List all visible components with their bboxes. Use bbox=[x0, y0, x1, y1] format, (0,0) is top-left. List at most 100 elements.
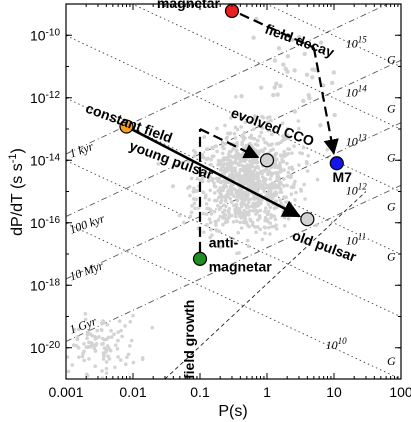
msp-point bbox=[82, 358, 87, 363]
msp-point bbox=[83, 312, 88, 316]
pulsar-point bbox=[260, 175, 265, 179]
msp-point bbox=[106, 354, 110, 358]
pulsar-point bbox=[282, 177, 286, 181]
msp-point bbox=[107, 357, 112, 361]
pulsar-point bbox=[243, 190, 248, 195]
pulsar-point bbox=[172, 163, 177, 168]
pulsar-point bbox=[292, 182, 296, 187]
msp-point bbox=[92, 346, 97, 351]
msp-point bbox=[102, 354, 106, 358]
msp-point bbox=[113, 343, 118, 347]
pulsar-point bbox=[219, 195, 223, 199]
pulsar-point bbox=[239, 204, 244, 209]
pulsar-point bbox=[235, 251, 239, 256]
pulsar-point bbox=[266, 128, 271, 133]
pulsar-point bbox=[315, 177, 320, 182]
anti-magnetar-label-2: magnetar bbox=[209, 258, 273, 274]
msp-point bbox=[101, 357, 106, 361]
y-tick-label: 10-14 bbox=[30, 152, 60, 169]
pulsar-point bbox=[209, 162, 214, 167]
msp-point bbox=[99, 328, 104, 333]
pulsar-point bbox=[170, 184, 175, 189]
pulsar-point bbox=[235, 219, 239, 223]
pulsar-point bbox=[233, 94, 238, 99]
pulsar-point bbox=[270, 132, 274, 137]
pulsar-point bbox=[250, 223, 255, 228]
y-tick-label: 10-12 bbox=[30, 89, 60, 106]
pulsar-point bbox=[250, 159, 255, 163]
pulsar-point bbox=[263, 215, 268, 220]
msp-point bbox=[76, 327, 81, 332]
pulsar-point bbox=[292, 144, 296, 148]
field-unit-label: G bbox=[387, 250, 396, 264]
pulsar-point bbox=[274, 171, 279, 176]
pulsar-point bbox=[218, 186, 222, 190]
object-marker bbox=[119, 119, 134, 134]
pulsar-point bbox=[265, 219, 270, 224]
pulsar-point bbox=[242, 202, 247, 207]
msp-point bbox=[53, 361, 57, 365]
pulsar-point bbox=[242, 208, 247, 213]
pulsar-point bbox=[234, 202, 239, 207]
msp-point bbox=[84, 372, 89, 377]
high-b-point bbox=[312, 67, 318, 73]
highlighted-objects-layer bbox=[119, 3, 344, 266]
pulsar-point bbox=[226, 165, 230, 169]
pulsar-point bbox=[237, 207, 242, 211]
pulsar-point bbox=[278, 198, 282, 203]
pulsar-point bbox=[255, 143, 260, 147]
pulsar-point bbox=[256, 199, 260, 204]
x-tick-label: 100 bbox=[389, 384, 411, 400]
evolution-arrows-layer bbox=[125, 12, 339, 252]
pulsar-point bbox=[232, 187, 237, 191]
field-line-label: 1011 bbox=[346, 232, 366, 248]
pulsar-point bbox=[254, 212, 258, 216]
pulsar-point bbox=[227, 149, 232, 154]
pulsar-point bbox=[282, 215, 287, 220]
pulsar-point bbox=[221, 184, 226, 189]
m7-label: M7 bbox=[333, 169, 353, 185]
pulsar-point bbox=[186, 160, 191, 164]
pulsar-point bbox=[221, 215, 225, 219]
pulsar-point bbox=[291, 185, 296, 190]
pulsar-point bbox=[248, 197, 253, 201]
pulsar-point bbox=[192, 186, 196, 191]
pulsar-point bbox=[205, 223, 209, 227]
pulsar-point bbox=[258, 227, 262, 232]
pulsar-point bbox=[216, 179, 220, 184]
pulsar-point bbox=[259, 130, 264, 135]
pulsar-point bbox=[273, 217, 278, 222]
pulsar-point bbox=[246, 210, 251, 215]
pulsar-point bbox=[244, 168, 248, 173]
msp-point bbox=[140, 357, 145, 362]
pulsar-point bbox=[188, 214, 193, 219]
field-decay-label: field decay bbox=[263, 21, 337, 61]
pulsar-point bbox=[284, 200, 288, 204]
pulsar-point bbox=[257, 196, 262, 201]
pulsar-point bbox=[253, 114, 257, 118]
pulsar-point bbox=[275, 175, 279, 180]
pulsar-point bbox=[239, 134, 244, 138]
pulsar-point bbox=[286, 170, 291, 175]
pulsar-point bbox=[285, 126, 290, 131]
x-tick-label: 0.1 bbox=[190, 384, 210, 400]
pulsar-point bbox=[224, 168, 228, 173]
msp-point bbox=[90, 333, 95, 338]
pulsar-point bbox=[231, 220, 236, 224]
pulsar-point bbox=[220, 140, 225, 145]
age-line bbox=[66, 122, 401, 280]
pulsar-point bbox=[212, 209, 217, 214]
pulsar-point bbox=[285, 161, 289, 166]
pulsar-point bbox=[236, 231, 240, 235]
msp-point bbox=[116, 355, 120, 359]
pulsar-point bbox=[225, 218, 229, 223]
pulsar-point bbox=[201, 211, 206, 216]
field-unit-label: G bbox=[387, 354, 396, 368]
pulsar-point bbox=[282, 224, 287, 228]
field-unit-label: G bbox=[387, 150, 396, 164]
pulsar-point bbox=[272, 224, 277, 229]
msp-point bbox=[102, 320, 106, 325]
msp-point bbox=[87, 340, 91, 345]
pulsar-point bbox=[216, 218, 221, 222]
pulsar-point bbox=[278, 170, 282, 174]
